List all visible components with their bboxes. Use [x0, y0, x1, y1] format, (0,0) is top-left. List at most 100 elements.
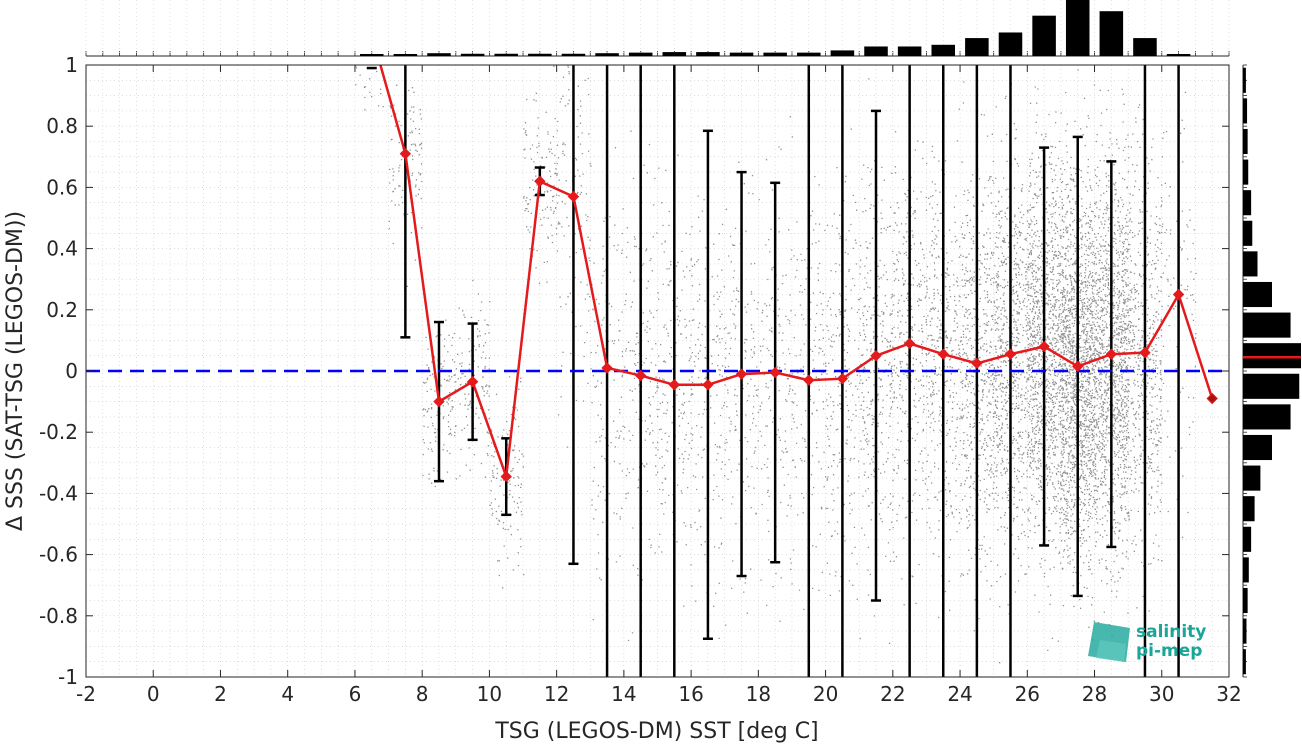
right-hist-bar: [1243, 128, 1248, 155]
y-tick-label: -0.6: [39, 543, 78, 567]
x-tick-label: 10: [477, 682, 502, 706]
mean-marker: [1072, 360, 1084, 373]
y-tick-label: 1: [65, 53, 78, 77]
top-hist-bar: [359, 54, 384, 56]
mean-marker: [1004, 348, 1017, 360]
top-hist-bar: [1133, 38, 1157, 56]
x-tick-label: 28: [1082, 682, 1107, 706]
right-hist-bar: [1243, 526, 1252, 552]
top-hist-bar: [998, 32, 1023, 56]
y-tick-label: 0.2: [46, 298, 78, 322]
x-tick-label: 32: [1216, 682, 1241, 706]
y-axis-title: Δ SSS (SAT-TSG (LEGOS-DM)): [3, 211, 28, 531]
top-hist-bar: [1099, 11, 1124, 56]
x-tick-label: 20: [813, 682, 838, 706]
x-tick-label: 8: [416, 682, 429, 706]
x-tick-label: 12: [544, 682, 569, 706]
y-tick-label: 0.8: [46, 114, 78, 138]
right-hist-bar: [1243, 159, 1249, 185]
right-hist-bar: [1243, 557, 1249, 583]
right-hist-bar: [1243, 67, 1246, 93]
x-tick-label: 14: [611, 682, 636, 706]
x-tick-label: 2: [214, 682, 227, 706]
y-tick-label: 0.4: [46, 237, 78, 261]
x-tick-label: 26: [1015, 682, 1040, 706]
right-hist-bar: [1243, 190, 1252, 216]
x-tick-label: 0: [147, 682, 160, 706]
mean-marker: [634, 369, 647, 382]
x-tick-label: 4: [281, 682, 294, 706]
right-hist-bar: [1243, 98, 1248, 124]
mean-marker: [500, 470, 512, 483]
mean-marker: [1139, 346, 1151, 359]
right-hist-bar: [1243, 587, 1248, 614]
right-hist-bar: [1243, 434, 1272, 461]
y-tick-label: 0: [65, 359, 78, 383]
right-hist-bar: [1243, 618, 1247, 644]
logo-line2: pi-mep: [1136, 641, 1202, 661]
mean-marker: [836, 372, 849, 385]
right-hist-bar: [1243, 281, 1272, 308]
mean-marker: [601, 362, 613, 374]
mean-marker: [735, 368, 748, 380]
right-hist-bar: [1243, 649, 1246, 675]
mean-marker: [1038, 340, 1050, 353]
y-tick-label: -1: [58, 665, 78, 689]
top-hist-bar: [494, 53, 518, 56]
top-hist-bar: [763, 52, 787, 56]
mean-marker: [903, 337, 916, 350]
mean-polyline: [379, 65, 1214, 478]
mean-marker: [870, 349, 882, 362]
y-tick-label: -0.8: [39, 604, 78, 628]
top-hist-bar: [696, 52, 720, 56]
top-hist-bar: [1065, 0, 1090, 56]
x-tick-label: 22: [880, 682, 905, 706]
mean-marker: [534, 175, 546, 187]
top-hist-bar: [662, 52, 687, 56]
right-hist-bar: [1243, 373, 1300, 399]
x-tick-label: 24: [947, 682, 972, 706]
top-hist-bar: [561, 53, 586, 56]
mean-line: [379, 65, 1218, 483]
mean-marker: [769, 366, 781, 379]
right-hist-bar: [1243, 343, 1301, 369]
mean-marker: [937, 348, 949, 360]
mean-line-group: [379, 65, 1214, 478]
mean-marker: [466, 376, 479, 388]
top-hist-bar: [864, 46, 888, 56]
top-hist-bar: [830, 50, 855, 56]
mean-marker: [971, 357, 983, 370]
right-hist-bar: [1243, 312, 1291, 338]
right-hist-bar: [1243, 404, 1291, 430]
right-hist-bar: [1243, 465, 1261, 491]
x-tick-label: -2: [76, 682, 96, 706]
mean-marker: [1206, 392, 1218, 405]
x-tick-label: 16: [678, 682, 703, 706]
x-tick-label: 30: [1149, 682, 1174, 706]
top-hist-bar: [628, 52, 653, 56]
top-hist-bar: [897, 46, 922, 56]
y-tick-label: -0.4: [39, 481, 78, 505]
salinity-pimep-logo: salinity pi-mep: [1088, 622, 1206, 662]
right-hist-bar: [1243, 220, 1253, 246]
logo-line1: salinity: [1136, 622, 1206, 642]
right-histogram: [1242, 64, 1301, 678]
top-hist-bar: [528, 53, 552, 56]
top-hist-bar: [729, 52, 754, 56]
top-hist-bar: [460, 53, 485, 56]
top-hist-bar: [1166, 54, 1191, 56]
top-hist-bar: [965, 38, 989, 56]
main-axes: -2 0 2 4 6 8 10 12 14 16 18 20 22 24 26 28 30 3210.80.60.…: [39, 53, 1242, 706]
mean-marker: [803, 374, 815, 386]
top-hist-bar: [595, 53, 619, 56]
top-histogram: [85, 0, 1230, 57]
y-tick-label: -0.2: [39, 420, 78, 444]
scatter-points: [355, 64, 1197, 664]
top-hist-bar: [931, 44, 956, 56]
logo-mark-shade: [1096, 640, 1126, 662]
mean-marker: [1172, 288, 1185, 301]
scatter-cloud: [355, 64, 1197, 664]
top-hist-bar: [1032, 15, 1056, 56]
mean-marker: [702, 379, 714, 391]
